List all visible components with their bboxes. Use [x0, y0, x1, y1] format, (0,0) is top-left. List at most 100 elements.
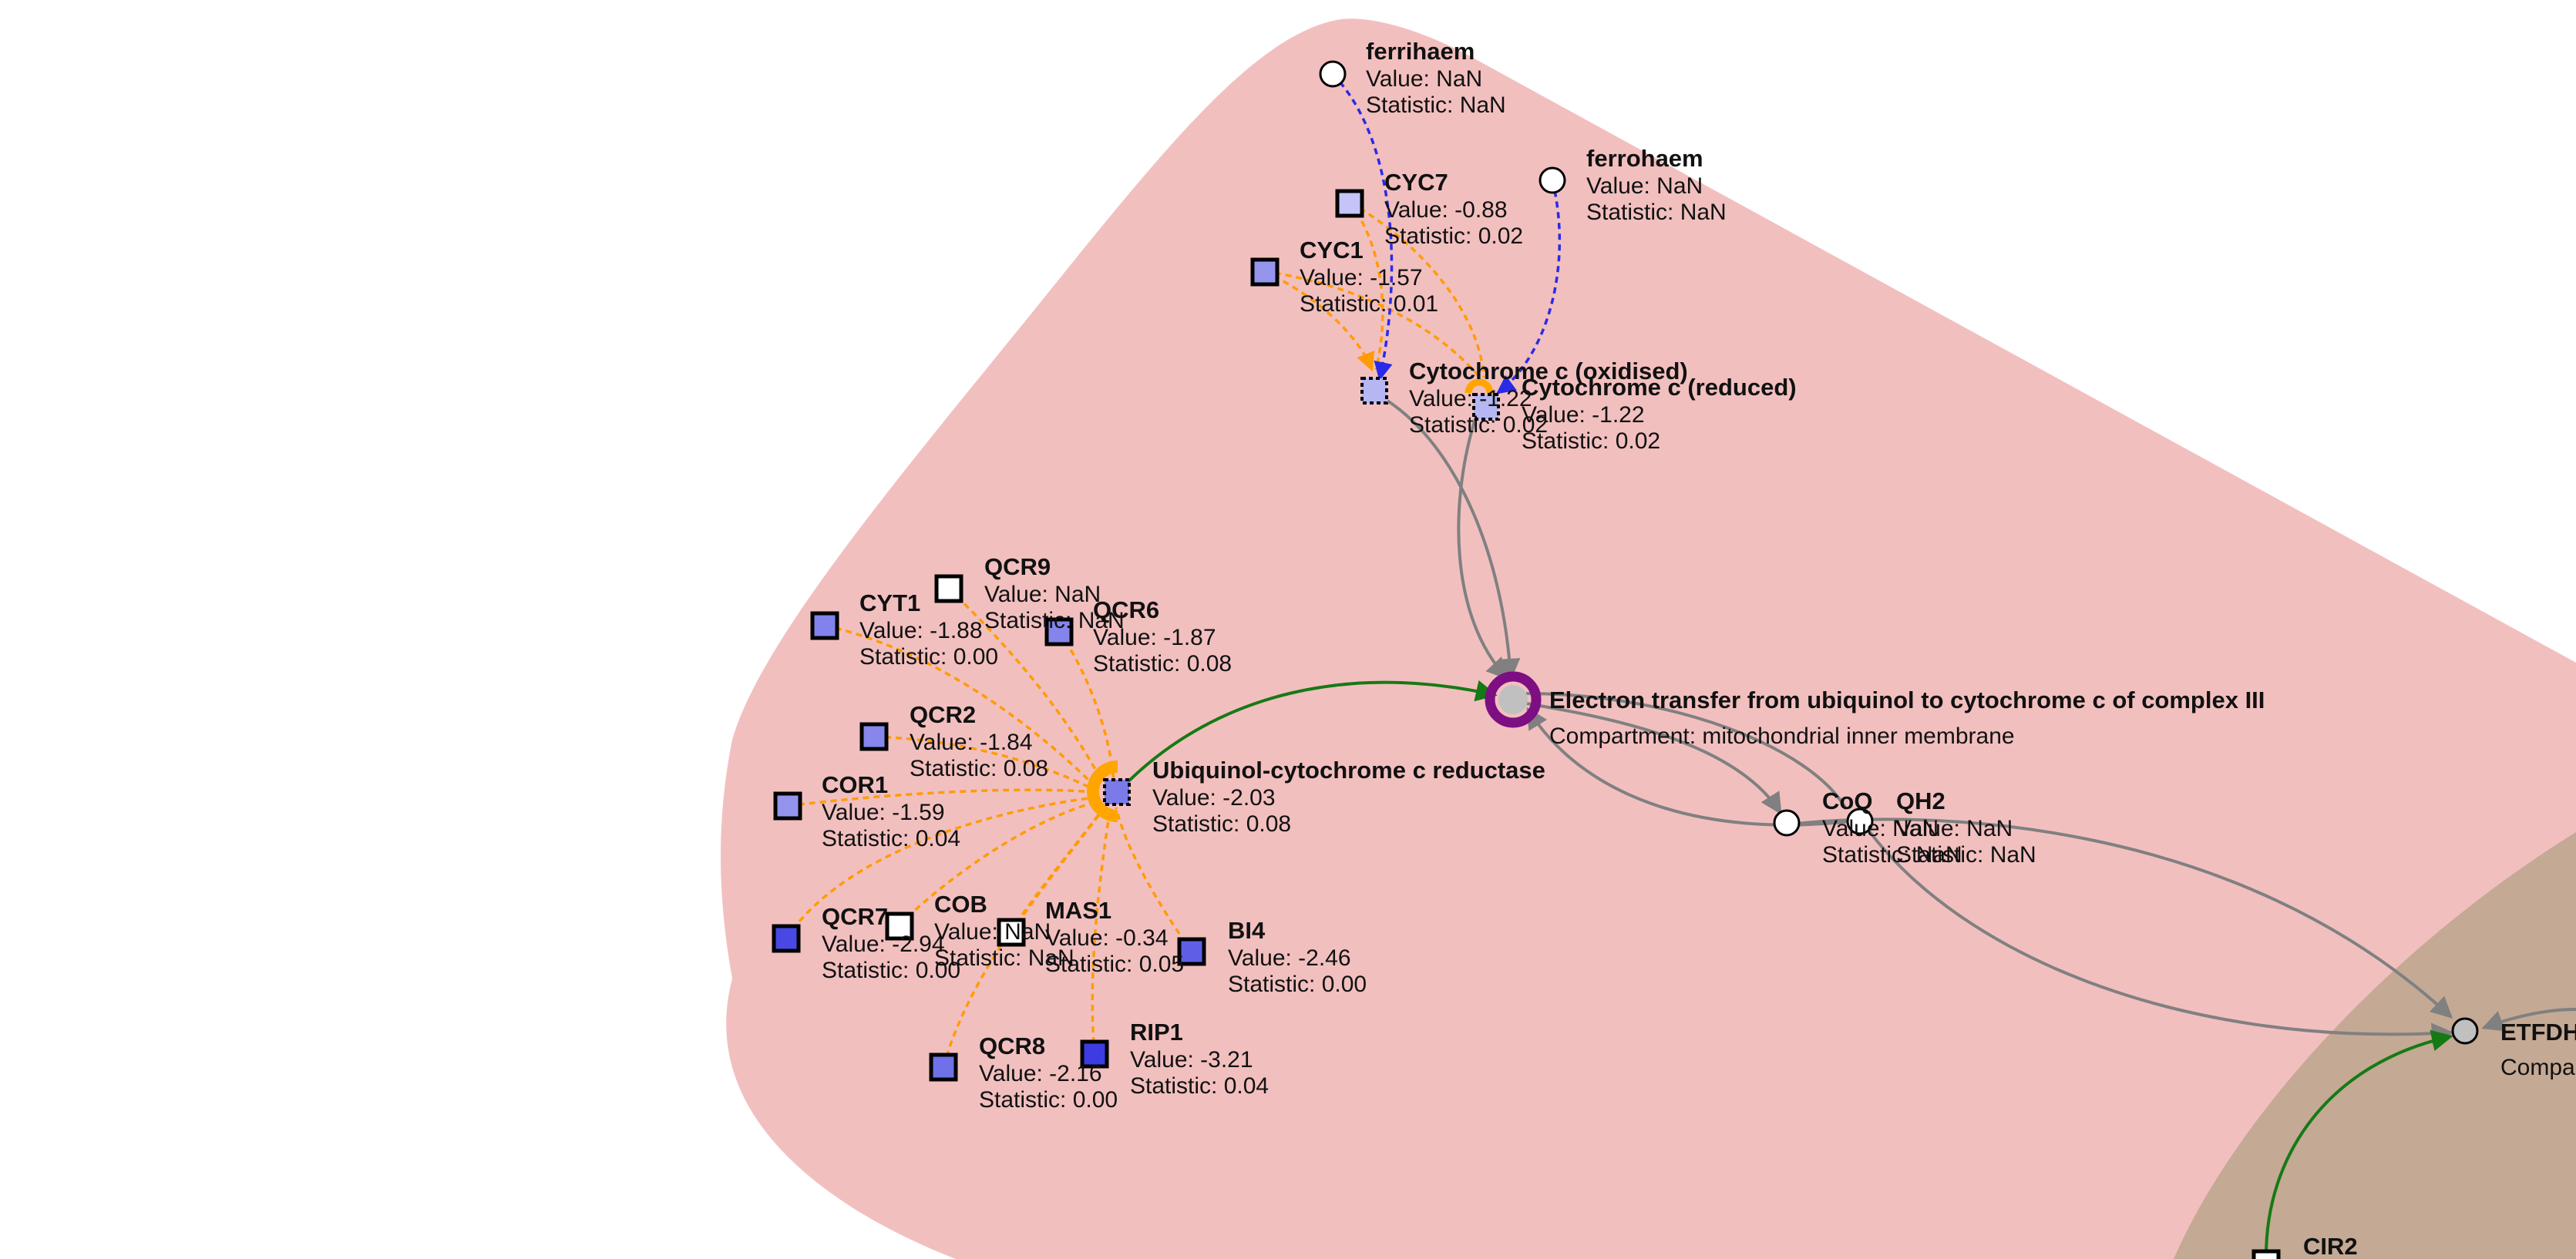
node-cyt1[interactable] [810, 611, 839, 640]
node-qcr2[interactable] [859, 722, 889, 751]
label-statistic: Statistic: 0.01 [1300, 291, 1438, 317]
label-qcr7: QCR7 Value: -2.94 Statistic: 0.00 [822, 903, 960, 983]
label-cor1: COR1 Value: -1.59 Statistic: 0.04 [822, 771, 960, 851]
label-qcr8: QCR8 Value: -2.16 Statistic: 0.00 [979, 1032, 1118, 1113]
label-value: Value: -2.46 [1228, 945, 1351, 971]
label-compartment: Compartment: mitochondrial inner membran… [1549, 724, 2015, 749]
label-etfdh: ETFDH Compa [2500, 1019, 2576, 1080]
label-mas1: MAS1 Value: -0.34 Statistic: 0.05 [1045, 897, 1184, 977]
node-ferrohaem[interactable] [1539, 166, 1566, 194]
label-title: Ubiquinol-cytochrome c reductase [1152, 757, 1545, 784]
label-qh2: QH2 Value: NaN Statistic: NaN [1896, 787, 2036, 868]
label-value: Value: -2.94 [822, 932, 945, 957]
label-statistic: Statistic: 0.00 [979, 1087, 1118, 1113]
edge-cir2-etfdh [2265, 1029, 2453, 1257]
edge-reaction-qh2 [1525, 692, 1848, 810]
node-qcr6[interactable] [1044, 617, 1074, 646]
node-cir2[interactable] [2251, 1249, 2281, 1259]
label-value: Value: -1.84 [910, 730, 1033, 755]
labels: ferrihaem Value: NaN Statistic: NaN ferr… [822, 38, 2576, 1259]
label-title: Cytochrome c (oxidised) [1409, 358, 1688, 384]
label-statistic: Statistic: 0.04 [1130, 1073, 1269, 1099]
label-value: Value: -2.03 [1152, 785, 1276, 811]
haem-edges [1331, 72, 1561, 394]
label-statistic: Statistic: NaN [1896, 842, 2036, 868]
label-title: ETFDH [2500, 1019, 2576, 1046]
label-value: Value: NaN [1896, 816, 2013, 841]
label-cir2: CIR2 [2303, 1233, 2358, 1259]
label-title: Cytochrome c (reduced) [1522, 374, 1797, 401]
node-etfdh[interactable] [2451, 1017, 2479, 1045]
label-statistic: Statistic: 0.02 [1409, 412, 1548, 438]
node-cyc1[interactable] [1250, 257, 1280, 287]
node-qcr8[interactable] [929, 1053, 958, 1082]
edge-cytc-red-reaction [1457, 415, 1508, 680]
label-title: CIR2 [2303, 1233, 2358, 1259]
label-cyc7: CYC7 Value: -0.88 Statistic: 0.02 [1384, 169, 1523, 249]
node-mas1[interactable] [997, 918, 1026, 947]
node-rip1[interactable] [1080, 1039, 1109, 1069]
nodes [772, 60, 2479, 1259]
label-title: COR1 [822, 771, 888, 798]
label-statistic: Statistic: 0.04 [822, 826, 960, 851]
label-statistic: Statistic: NaN [984, 608, 1125, 633]
label-statistic: Statistic: 0.02 [1384, 223, 1523, 249]
node-ferrihaem[interactable] [1319, 60, 1347, 88]
label-value: Value: NaN [934, 919, 1051, 945]
label-statistic: Statistic: 0.05 [1045, 952, 1184, 977]
node-qcr9[interactable] [934, 574, 963, 603]
label-reaction: Electron transfer from ubiquinol to cyto… [1549, 687, 2265, 749]
node-cyc7[interactable] [1335, 189, 1364, 218]
edge-cytc-ox-reaction [1386, 399, 1521, 680]
node-cytc-reduced[interactable] [1472, 393, 1500, 421]
label-ubiquinol-cytochrome-c-reductase: Ubiquinol-cytochrome c reductase Value: … [1152, 757, 1545, 837]
node-qh2[interactable] [1846, 807, 1874, 835]
edge-bi4-complex [1115, 807, 1193, 953]
edge-qcr7-complex [785, 796, 1095, 939]
label-value: Value: -3.21 [1130, 1047, 1253, 1073]
edge-cob-complex [898, 800, 1099, 926]
label-title: CYT1 [859, 589, 920, 616]
edge-qcr9-complex [947, 587, 1104, 783]
label-title: QCR7 [822, 903, 888, 930]
label-statistic: Statistic: NaN [1822, 842, 1962, 868]
label-value: Value: -1.59 [822, 800, 945, 825]
compartment-other [2174, 832, 2576, 1259]
label-qcr9: QCR9 Value: NaN Statistic: NaN [984, 553, 1125, 633]
node-ubiquinol-cytochrome-c-reductase[interactable] [1103, 778, 1131, 806]
label-title: QCR8 [979, 1032, 1045, 1059]
label-value: Value: NaN [1586, 173, 1703, 199]
label-title: QCR9 [984, 553, 1051, 580]
label-statistic: Statistic: 0.08 [1093, 651, 1232, 677]
label-statistic: Statistic: NaN [1586, 200, 1727, 225]
node-coq[interactable] [1773, 809, 1801, 837]
label-value: Value: -1.88 [859, 618, 983, 643]
node-reaction-ring[interactable] [1485, 671, 1542, 728]
label-cyc1: CYC1 Value: -1.57 Statistic: 0.01 [1300, 237, 1438, 317]
edge-cor1-complex [787, 788, 1095, 807]
edge-qh2-etfdh [1864, 824, 2453, 1045]
label-ferrohaem: ferrohaem Value: NaN Statistic: NaN [1586, 145, 1727, 225]
edge-cyc1-cytc-ox [1263, 270, 1375, 372]
label-value: Value: NaN [1822, 816, 1939, 841]
label-title: CYC1 [1300, 237, 1364, 264]
node-cob[interactable] [885, 912, 914, 941]
node-qcr7[interactable] [772, 924, 801, 953]
label-cob: COB Value: NaN Statistic: NaN [934, 891, 1074, 971]
label-title: ferrohaem [1586, 145, 1703, 172]
node-cor1[interactable] [773, 791, 802, 821]
complex-marker-cytc [1465, 378, 1494, 394]
node-reaction-core [1498, 685, 1528, 714]
label-value: Value: -1.87 [1093, 625, 1216, 650]
label-cytc-oxidised: Cytochrome c (oxidised) Value: -1.22 Sta… [1409, 358, 1688, 438]
label-title: QCR2 [910, 701, 976, 728]
node-cytc-oxidised[interactable] [1360, 377, 1388, 405]
edge-cyc7-cytc-ox [1349, 201, 1384, 371]
label-cytc-reduced: Cytochrome c (reduced) Value: -1.22 Stat… [1522, 374, 1797, 454]
label-qcr2: QCR2 Value: -1.84 Statistic: 0.08 [910, 701, 1048, 781]
edge-qcr2-complex [873, 735, 1095, 791]
node-bi4[interactable] [1177, 937, 1206, 966]
edge-cyc7-cytc-red [1350, 201, 1485, 378]
label-title: CYC7 [1384, 169, 1448, 196]
